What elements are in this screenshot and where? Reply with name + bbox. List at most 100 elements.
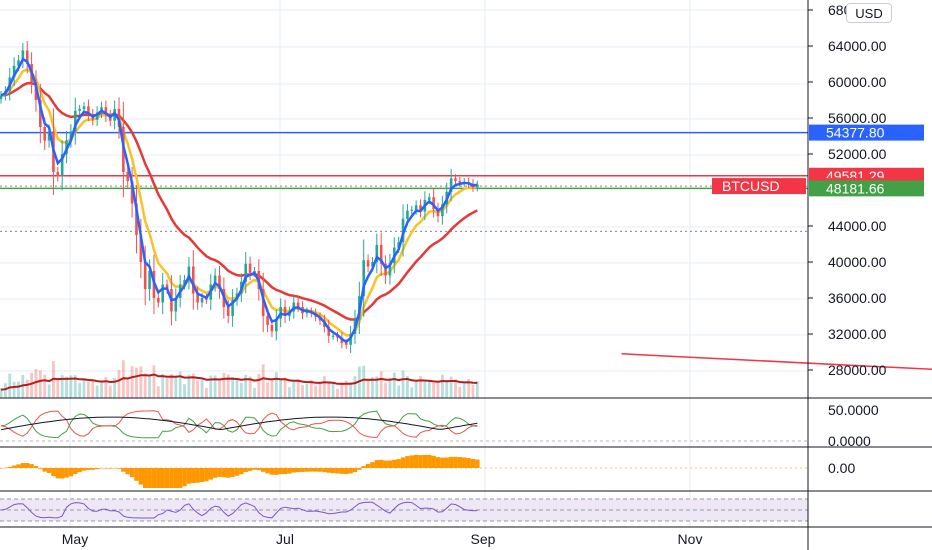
volume-bar [113, 377, 117, 398]
volume-bar [183, 384, 186, 398]
hist-bar [352, 468, 358, 473]
hist-bar [282, 468, 288, 475]
hist-bar [475, 459, 480, 468]
hist-bar [348, 468, 353, 474]
trend-line[interactable] [621, 353, 932, 383]
hist-bar [103, 468, 109, 469]
hist-bar [361, 466, 366, 468]
volume-bar [427, 381, 431, 398]
hist-bar [409, 455, 414, 468]
candle-body [344, 343, 348, 345]
price-axis[interactable]: 68000.0064000.0060000.0056000.0052000.00… [808, 2, 887, 476]
volume-bar [449, 376, 453, 398]
volume-bar [226, 374, 230, 398]
price-tick-label: 56000.00 [828, 110, 887, 126]
volume-bar [340, 382, 344, 398]
hist-bar [330, 468, 336, 474]
candles [0, 41, 479, 353]
volume-bar [331, 383, 335, 398]
candle-body [183, 280, 186, 285]
hist-bar [365, 463, 371, 468]
candle-body [174, 298, 178, 312]
volume-bar [213, 375, 217, 398]
hist-bar [217, 468, 222, 477]
candle-body [187, 266, 191, 280]
volume-bar [440, 374, 444, 398]
hist-bar [11, 465, 17, 468]
volume-bar [87, 382, 90, 398]
hist-bar [470, 458, 476, 468]
volume-bar [401, 370, 405, 398]
volume-bar [12, 381, 16, 398]
price-tick-label: 52000.00 [828, 146, 887, 162]
volume-bar [218, 379, 221, 398]
volume-bar [248, 376, 252, 398]
hist-bar [68, 468, 74, 477]
currency-button[interactable]: USD [846, 3, 892, 23]
hist-bar [344, 468, 349, 475]
candle-body [78, 109, 81, 111]
volume-bar [305, 383, 309, 398]
candle-body [95, 112, 99, 120]
hist-bar [86, 468, 91, 470]
candle-body [165, 284, 169, 289]
hist-bar [64, 468, 69, 478]
hist-bar [256, 468, 262, 471]
hist-bar [173, 468, 178, 488]
rsi-line [0, 501, 478, 519]
time-axis[interactable]: May Jul Sep Nov [62, 531, 703, 547]
volume-bar [318, 381, 322, 398]
hist-bar [177, 468, 183, 488]
volume-bar [384, 382, 387, 398]
candle-body [25, 50, 29, 64]
volume-bar [327, 381, 331, 398]
volume-bar [196, 380, 200, 398]
hist-bar [287, 468, 292, 474]
hist-bar [313, 468, 318, 472]
hist-bar [309, 468, 314, 472]
hist-bar [191, 468, 196, 484]
volume-bar [209, 375, 213, 398]
volume-bar [43, 374, 47, 398]
volume-bar [117, 369, 121, 398]
volume-bar [30, 372, 33, 398]
hist-bar [226, 468, 231, 478]
hist-bar [46, 468, 52, 473]
candle-body [213, 275, 217, 285]
hist-bar [42, 468, 47, 472]
volume-bar [471, 384, 475, 398]
candle-body [248, 263, 252, 273]
candle-body [244, 263, 248, 282]
volume-ma-line [0, 373, 478, 391]
hist-bar [444, 457, 449, 468]
volume-bar [126, 378, 130, 398]
hist-bar [3, 467, 8, 469]
hist-bar [295, 468, 301, 473]
candle-body [327, 326, 331, 336]
hist-bar [291, 468, 296, 473]
hist-bar [108, 468, 113, 469]
hist-bar [138, 468, 144, 485]
volume-bar [82, 378, 86, 398]
hist-bar [121, 468, 126, 472]
osc-tick-label: 50.0000 [828, 402, 879, 418]
hist-bar [335, 468, 340, 474]
candle-body [454, 178, 457, 181]
hist-bar [182, 468, 187, 487]
volume-bar [253, 387, 256, 398]
hist-bar [261, 468, 266, 472]
volume-bar [156, 386, 160, 398]
candle-body [130, 181, 134, 204]
candle-body [87, 106, 90, 115]
volume-bar [130, 366, 134, 398]
volume-bar [362, 365, 366, 398]
candle-body [104, 107, 108, 116]
candle-body [0, 95, 3, 100]
volume-bar [266, 382, 269, 398]
hist-bar [466, 458, 471, 468]
volume-bar [139, 366, 143, 398]
osc-tick-label: 0.00 [828, 460, 855, 476]
histogram-pane [0, 454, 808, 488]
candle-body [135, 203, 138, 235]
